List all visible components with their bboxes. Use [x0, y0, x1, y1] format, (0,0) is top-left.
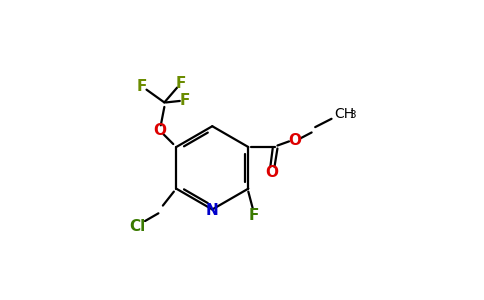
Text: O: O [153, 123, 166, 138]
Text: CH: CH [334, 107, 355, 121]
Text: O: O [266, 165, 279, 180]
Text: N: N [206, 203, 219, 218]
Text: O: O [288, 133, 301, 148]
Text: F: F [249, 208, 259, 223]
Text: 3: 3 [349, 110, 356, 120]
Text: F: F [176, 76, 186, 91]
Text: F: F [137, 79, 147, 94]
Text: F: F [180, 94, 190, 109]
Text: Cl: Cl [130, 219, 146, 234]
